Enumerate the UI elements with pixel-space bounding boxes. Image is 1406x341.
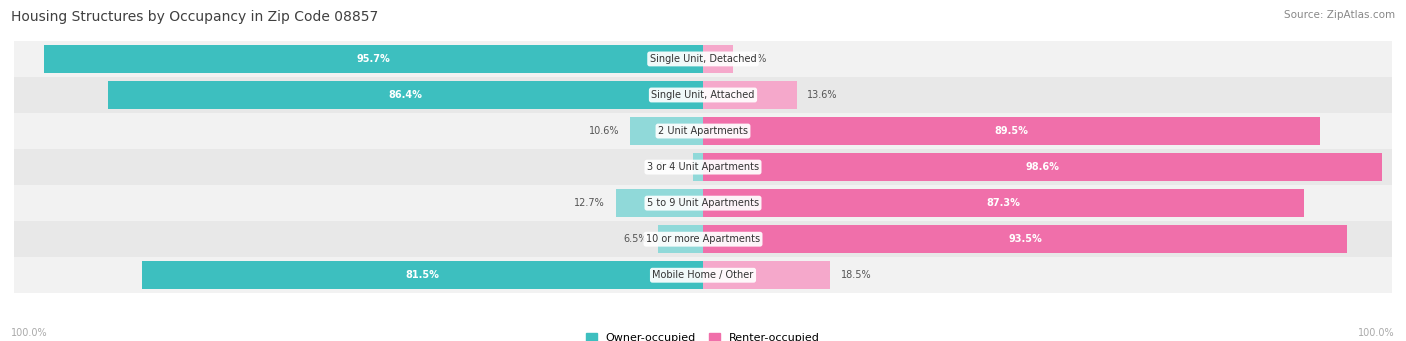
Text: 12.7%: 12.7% (575, 198, 605, 208)
Text: 93.5%: 93.5% (1008, 234, 1042, 244)
Bar (14, 77, 1392, 113)
Text: 4.3%: 4.3% (742, 54, 768, 64)
Bar (14, 257, 1392, 293)
Bar (14, 41, 1392, 77)
Bar (630, 117, 703, 145)
Text: 3 or 4 Unit Apartments: 3 or 4 Unit Apartments (647, 162, 759, 172)
Text: Single Unit, Attached: Single Unit, Attached (651, 90, 755, 100)
Text: 6.5%: 6.5% (623, 234, 648, 244)
Bar (703, 261, 831, 289)
Text: 10 or more Apartments: 10 or more Apartments (645, 234, 761, 244)
Text: 2 Unit Apartments: 2 Unit Apartments (658, 126, 748, 136)
Bar (703, 45, 733, 73)
Legend: Owner-occupied, Renter-occupied: Owner-occupied, Renter-occupied (586, 333, 820, 341)
Bar (703, 153, 1382, 181)
Text: 13.6%: 13.6% (807, 90, 838, 100)
Bar (14, 113, 1392, 149)
Bar (703, 117, 1320, 145)
Text: Single Unit, Detached: Single Unit, Detached (650, 54, 756, 64)
Text: Mobile Home / Other: Mobile Home / Other (652, 270, 754, 280)
Bar (693, 153, 703, 181)
Text: 100.0%: 100.0% (11, 328, 48, 338)
Text: 81.5%: 81.5% (405, 270, 439, 280)
Text: 87.3%: 87.3% (987, 198, 1021, 208)
Bar (142, 261, 703, 289)
Bar (14, 149, 1392, 185)
Text: 98.6%: 98.6% (1026, 162, 1060, 172)
Text: 5 to 9 Unit Apartments: 5 to 9 Unit Apartments (647, 198, 759, 208)
Text: 1.4%: 1.4% (658, 162, 683, 172)
Text: Source: ZipAtlas.com: Source: ZipAtlas.com (1284, 10, 1395, 20)
Bar (703, 225, 1347, 253)
Bar (44, 45, 703, 73)
Bar (616, 189, 703, 217)
Bar (703, 81, 797, 109)
Text: Housing Structures by Occupancy in Zip Code 08857: Housing Structures by Occupancy in Zip C… (11, 10, 378, 24)
Bar (703, 189, 1305, 217)
Text: 100.0%: 100.0% (1358, 328, 1395, 338)
Text: 10.6%: 10.6% (589, 126, 620, 136)
Bar (14, 221, 1392, 257)
Text: 86.4%: 86.4% (388, 90, 422, 100)
Text: 18.5%: 18.5% (841, 270, 872, 280)
Text: 89.5%: 89.5% (994, 126, 1028, 136)
Text: 95.7%: 95.7% (357, 54, 391, 64)
Bar (658, 225, 703, 253)
Bar (14, 185, 1392, 221)
Bar (108, 81, 703, 109)
